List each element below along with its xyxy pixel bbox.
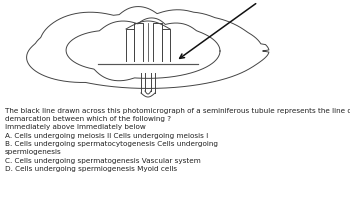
- Text: The black line drawn across this photomicrograph of a seminiferous tubule repres: The black line drawn across this photomi…: [5, 107, 350, 171]
